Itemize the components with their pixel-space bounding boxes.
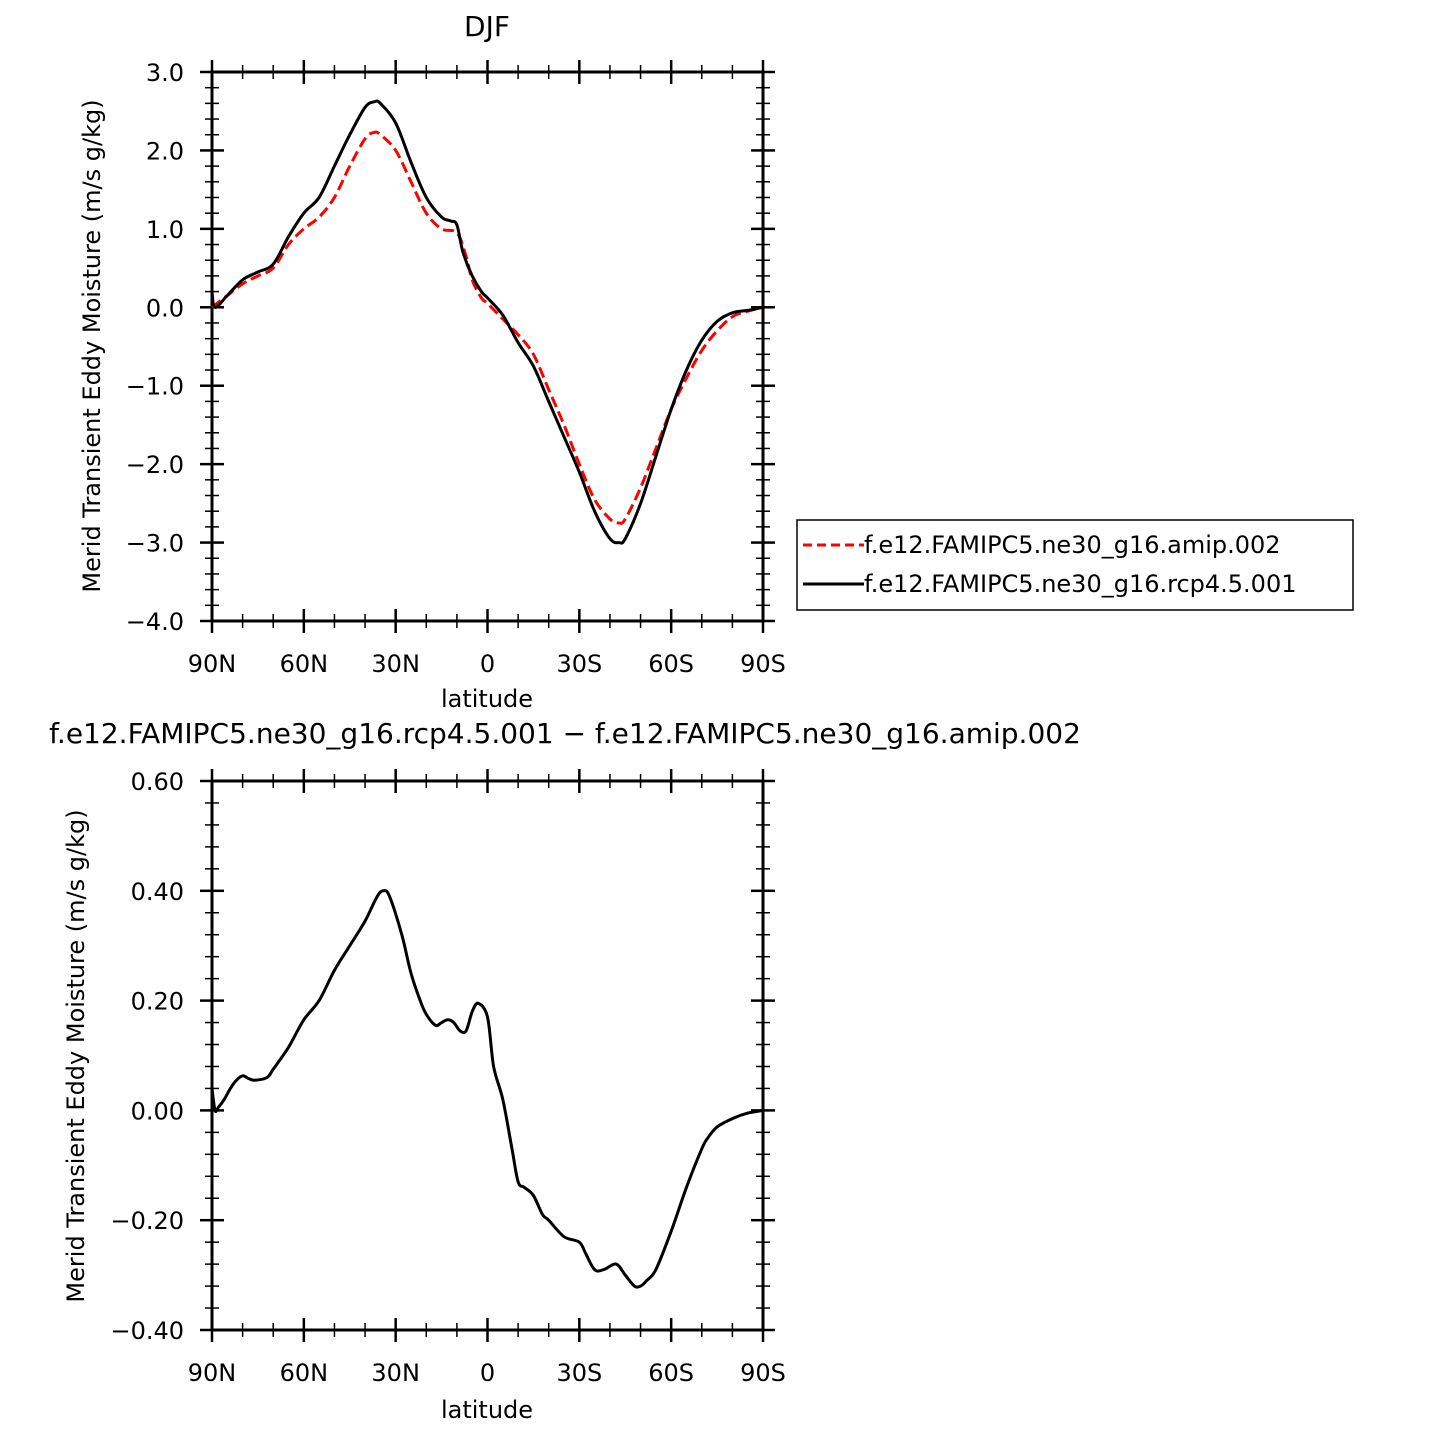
top-panel: DJF 90N 60N 30N 0 30S 60S 90S −4.0 −3.0 −2.0 −1.0… xyxy=(78,10,1354,713)
legend-box xyxy=(796,519,1354,611)
bottom-x-tick-label: 30N xyxy=(371,1359,420,1387)
legend: f.e12.FAMIPC5.ne30_g16.amip.002 f.e12.FA… xyxy=(796,519,1354,611)
bottom-series xyxy=(210,889,764,1289)
bottom-y-tick-label: 0.00 xyxy=(131,1097,184,1125)
top-y-tick-label: 0.0 xyxy=(146,294,184,322)
top-y-axis-title: Merid Transient Eddy Moisture (m/s g/kg) xyxy=(78,99,106,592)
bottom-y-tick-label: 0.60 xyxy=(131,768,184,796)
legend-label-amip: f.e12.FAMIPC5.ne30_g16.amip.002 xyxy=(864,531,1281,559)
top-ticks xyxy=(200,60,775,633)
top-plot-title: DJF xyxy=(464,10,510,43)
bottom-x-tick-label: 0 xyxy=(480,1359,495,1387)
top-x-tick-label: 60S xyxy=(648,650,694,678)
top-series-line-1 xyxy=(210,99,764,545)
top-y-tick-label: 1.0 xyxy=(146,216,184,244)
bottom-plot-title: f.e12.FAMIPC5.ne30_g16.rcp4.5.001 − f.e1… xyxy=(49,717,1081,750)
bottom-x-axis-title: latitude xyxy=(441,1396,533,1424)
top-x-tick-label: 90S xyxy=(740,650,786,678)
bottom-x-tick-label: 60N xyxy=(280,1359,329,1387)
bottom-plot-frame xyxy=(210,779,765,1332)
legend-label-rcp: f.e12.FAMIPC5.ne30_g16.rcp4.5.001 xyxy=(864,570,1297,598)
top-y-tick-labels: −4.0 −3.0 −2.0 −1.0 0.0 1.0 2.0 3.0 xyxy=(126,59,184,636)
bottom-x-tick-label: 60S xyxy=(648,1359,694,1387)
bottom-y-axis-title: Merid Transient Eddy Moisture (m/s g/kg) xyxy=(62,809,90,1302)
top-x-tick-label: 90N xyxy=(188,650,237,678)
top-y-tick-label: 3.0 xyxy=(146,59,184,87)
bottom-x-tick-labels: 90N 60N 30N 0 30S 60S 90S xyxy=(188,1359,786,1387)
top-y-tick-label: −2.0 xyxy=(126,451,184,479)
top-y-tick-label: 2.0 xyxy=(146,137,184,165)
bottom-y-tick-label: 0.40 xyxy=(131,878,184,906)
bottom-x-tick-label: 90N xyxy=(188,1359,237,1387)
top-x-axis-title: latitude xyxy=(441,685,533,713)
bottom-x-tick-label: 90S xyxy=(740,1359,786,1387)
bottom-series-line-0 xyxy=(210,889,764,1289)
top-plot-frame xyxy=(210,70,765,623)
top-x-tick-label: 0 xyxy=(480,650,495,678)
top-series xyxy=(210,99,764,545)
bottom-x-tick-label: 30S xyxy=(556,1359,602,1387)
bottom-y-tick-label: −0.40 xyxy=(110,1317,184,1345)
top-y-tick-label: −4.0 xyxy=(126,608,184,636)
bottom-panel: f.e12.FAMIPC5.ne30_g16.rcp4.5.001 − f.e1… xyxy=(49,717,1081,1424)
bottom-y-tick-labels: −0.40 −0.20 0.00 0.20 0.40 0.60 xyxy=(110,768,184,1345)
top-x-tick-label: 30N xyxy=(371,650,420,678)
top-x-tick-labels: 90N 60N 30N 0 30S 60S 90S xyxy=(188,650,786,678)
top-y-tick-label: −1.0 xyxy=(126,373,184,401)
top-y-tick-label: −3.0 xyxy=(126,530,184,558)
bottom-ticks xyxy=(200,769,775,1342)
bottom-y-tick-label: 0.20 xyxy=(131,988,184,1016)
top-x-tick-label: 30S xyxy=(556,650,602,678)
top-x-tick-label: 60N xyxy=(280,650,329,678)
top-series-line-0 xyxy=(211,130,764,525)
bottom-y-tick-label: −0.20 xyxy=(110,1207,184,1235)
